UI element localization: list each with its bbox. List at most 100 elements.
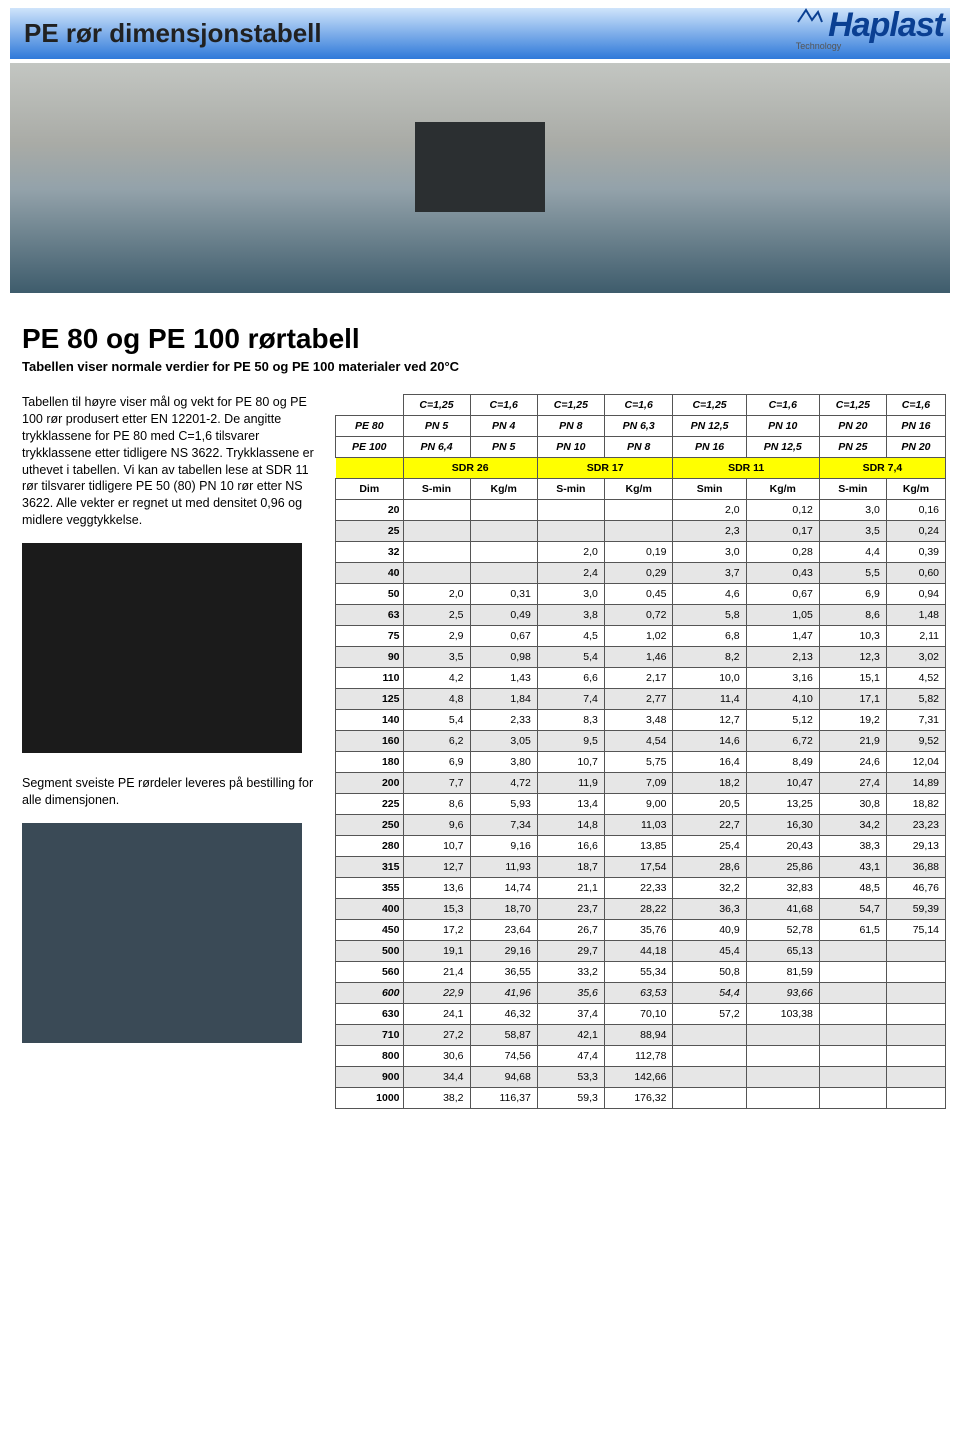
table-cell: PN 10: [746, 416, 819, 437]
table-cell: [673, 1046, 746, 1067]
table-cell: Smin: [673, 479, 746, 500]
table-cell: 0,98: [470, 647, 537, 668]
table-cell: 88,94: [604, 1025, 673, 1046]
table-cell: 27,4: [819, 773, 886, 794]
table-cell: 13,4: [537, 794, 604, 815]
table-cell: [886, 1004, 945, 1025]
table-cell: 1,48: [886, 605, 945, 626]
table-cell: 28,6: [673, 857, 746, 878]
table-cell: [604, 521, 673, 542]
table-cell: 18,2: [673, 773, 746, 794]
table-cell: 12,7: [673, 710, 746, 731]
table-cell: [746, 1088, 819, 1109]
table-cell: 75,14: [886, 920, 945, 941]
table-cell: 2,5: [403, 605, 470, 626]
table-cell: 10,0: [673, 668, 746, 689]
table-cell: 5,8: [673, 605, 746, 626]
table-cell: SDR 11: [673, 458, 819, 479]
table-cell: 50,8: [673, 962, 746, 983]
table-cell: 12,7: [403, 857, 470, 878]
table-cell: 7,4: [537, 689, 604, 710]
table-cell: [403, 563, 470, 584]
table-cell: PN 8: [537, 416, 604, 437]
table-cell: 9,00: [604, 794, 673, 815]
table-cell: [886, 962, 945, 983]
table-cell: [819, 1004, 886, 1025]
table-cell: 0,39: [886, 542, 945, 563]
table-cell-dim: 90: [336, 647, 404, 668]
lead-text: Tabellen viser normale verdier for PE 50…: [22, 359, 938, 374]
table-cell: 5,4: [537, 647, 604, 668]
table-cell-dim: 600: [336, 983, 404, 1004]
table-cell: PN 12,5: [673, 416, 746, 437]
table-cell: 57,2: [673, 1004, 746, 1025]
image-placeholder-2: [22, 823, 302, 1043]
table-cell: 13,85: [604, 836, 673, 857]
table-cell: [819, 983, 886, 1004]
table-cell: 20,43: [746, 836, 819, 857]
table-cell: 1,43: [470, 668, 537, 689]
table-cell: 4,8: [403, 689, 470, 710]
table-cell: 4,6: [673, 584, 746, 605]
table-cell: 2,0: [403, 584, 470, 605]
table-cell: 103,38: [746, 1004, 819, 1025]
table-cell: 23,64: [470, 920, 537, 941]
table-cell: 19,2: [819, 710, 886, 731]
table-cell-dim: 800: [336, 1046, 404, 1067]
table-cell: 19,1: [403, 941, 470, 962]
table-cell: [470, 521, 537, 542]
dimension-table: C=1,25C=1,6C=1,25C=1,6C=1,25C=1,6C=1,25C…: [335, 394, 946, 1109]
table-cell: PN 8: [604, 437, 673, 458]
table-cell: 59,39: [886, 899, 945, 920]
table-cell: 36,55: [470, 962, 537, 983]
table-cell: 1,47: [746, 626, 819, 647]
table-cell: 28,22: [604, 899, 673, 920]
table-cell-dim: 160: [336, 731, 404, 752]
table-cell: SDR 17: [537, 458, 673, 479]
table-cell: 20,5: [673, 794, 746, 815]
table-cell: 9,16: [470, 836, 537, 857]
table-cell: 25,86: [746, 857, 819, 878]
table-cell: 55,34: [604, 962, 673, 983]
table-cell: C=1,6: [470, 395, 537, 416]
heading: PE 80 og PE 100 rørtabell: [22, 323, 938, 355]
table-cell: 46,76: [886, 878, 945, 899]
table-cell: C=1,6: [886, 395, 945, 416]
table-cell: 18,82: [886, 794, 945, 815]
table-cell: [886, 983, 945, 1004]
table-cell-dim: 40: [336, 563, 404, 584]
table-cell-dim: 710: [336, 1025, 404, 1046]
table-cell: C=1,25: [673, 395, 746, 416]
table-cell-dim: 25: [336, 521, 404, 542]
table-cell-dim: 1000: [336, 1088, 404, 1109]
table-cell: 48,5: [819, 878, 886, 899]
table-cell-dim: 20: [336, 500, 404, 521]
table-cell-dim: 200: [336, 773, 404, 794]
table-cell: 3,0: [673, 542, 746, 563]
table-cell: C=1,25: [403, 395, 470, 416]
table-cell: C=1,25: [819, 395, 886, 416]
table-cell: SDR 26: [403, 458, 537, 479]
table-cell: [604, 500, 673, 521]
table-cell: PE 100: [336, 437, 404, 458]
table-cell-dim: 32: [336, 542, 404, 563]
table-cell: 0,94: [886, 584, 945, 605]
table-cell: [746, 1067, 819, 1088]
logo-brand: Haplast: [828, 6, 944, 44]
table-cell: 16,6: [537, 836, 604, 857]
table-cell: SDR 7,4: [819, 458, 945, 479]
table-cell: [746, 1025, 819, 1046]
table-cell: 8,3: [537, 710, 604, 731]
table-cell: 24,1: [403, 1004, 470, 1025]
table-cell: 9,6: [403, 815, 470, 836]
table-cell: 0,72: [604, 605, 673, 626]
table-cell-dim: 315: [336, 857, 404, 878]
table-cell: 2,33: [470, 710, 537, 731]
table-cell: [537, 521, 604, 542]
table-cell: 25,4: [673, 836, 746, 857]
table-cell: 0,19: [604, 542, 673, 563]
table-cell: 6,2: [403, 731, 470, 752]
table-cell: 11,9: [537, 773, 604, 794]
table-cell: PN 6,4: [403, 437, 470, 458]
table-cell: 4,10: [746, 689, 819, 710]
